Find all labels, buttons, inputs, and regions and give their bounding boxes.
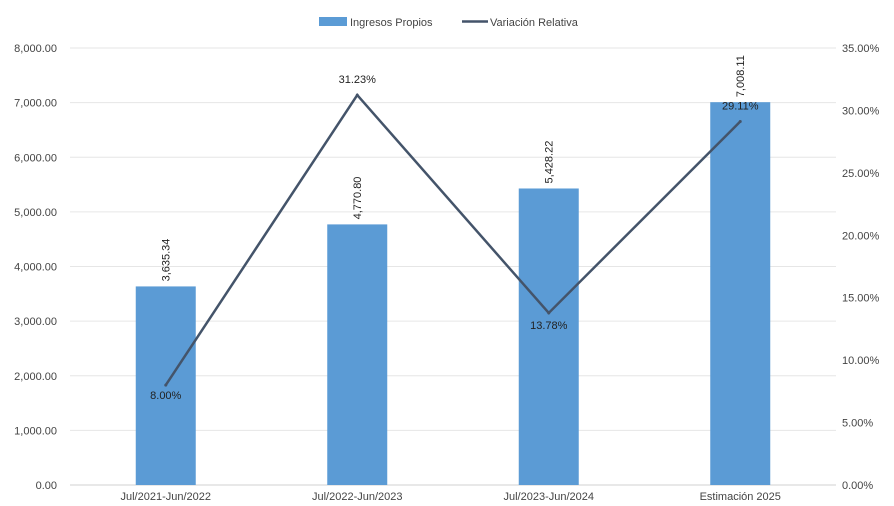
bar-value-label: 7,008.11 bbox=[735, 55, 747, 97]
legend: Ingresos Propios Variación Relativa bbox=[319, 17, 579, 29]
left-axis-tick-label: 6,000.00 bbox=[14, 152, 57, 164]
right-axis-ticks: 0.00% 5.00% 10.00% 15.00% 20.00% 25.00% 30.00%… bbox=[842, 43, 880, 492]
right-axis-tick-label: 10.00% bbox=[842, 355, 880, 367]
left-axis-tick-label: 3,000.00 bbox=[14, 316, 57, 328]
line-data-labels: 8.00% 31.23% 13.78% 29.11% bbox=[150, 74, 759, 402]
left-axis-tick-label: 0.00 bbox=[36, 480, 57, 492]
line-point bbox=[355, 93, 359, 97]
line-value-label: 29.11% bbox=[722, 101, 759, 113]
left-axis-tick-label: 4,000.00 bbox=[14, 262, 57, 274]
line-series bbox=[164, 93, 742, 387]
bar-value-label: 4,770.80 bbox=[352, 177, 364, 220]
line-value-label: 31.23% bbox=[339, 74, 377, 86]
x-axis-tick-label: Jul/2022-Jun/2023 bbox=[312, 491, 403, 503]
left-axis-tick-label: 5,000.00 bbox=[14, 207, 57, 219]
left-axis-tick-label: 8,000.00 bbox=[14, 43, 57, 55]
gridlines bbox=[70, 47, 836, 486]
left-axis-ticks: 0.00 1,000.00 2,000.00 3,000.00 4,000.00 5,00… bbox=[14, 43, 57, 492]
x-axis-tick-label: Jul/2021-Jun/2022 bbox=[120, 491, 211, 503]
right-axis-tick-label: 5.00% bbox=[842, 418, 873, 430]
x-axis-ticks: Jul/2021-Jun/2022 Jul/2022-Jun/2023 Jul/20… bbox=[120, 491, 780, 503]
bar bbox=[710, 102, 771, 485]
bar bbox=[327, 224, 388, 485]
right-axis-tick-label: 15.00% bbox=[842, 293, 880, 305]
right-axis-tick-label: 35.00% bbox=[842, 43, 880, 55]
left-axis-tick-label: 7,000.00 bbox=[14, 98, 57, 110]
bar bbox=[518, 188, 579, 485]
legend-label-line: Variación Relativa bbox=[490, 17, 579, 29]
bar-data-labels: 3,635.34 4,770.80 5,428.22 7,008.11 bbox=[161, 55, 748, 281]
x-axis-tick-label: Jul/2023-Jun/2024 bbox=[503, 491, 594, 503]
bar-value-label: 5,428.22 bbox=[544, 141, 556, 184]
right-axis-tick-label: 30.00% bbox=[842, 105, 880, 117]
right-axis-tick-label: 20.00% bbox=[842, 230, 880, 242]
legend-swatch-bar bbox=[319, 17, 347, 26]
left-axis-tick-label: 2,000.00 bbox=[14, 371, 57, 383]
x-axis-tick-label: Estimación 2025 bbox=[700, 491, 781, 503]
left-axis-tick-label: 1,000.00 bbox=[14, 425, 57, 437]
line-point bbox=[164, 383, 168, 387]
right-axis-tick-label: 25.00% bbox=[842, 168, 880, 180]
variation-line bbox=[164, 93, 742, 386]
line-point bbox=[738, 120, 742, 124]
line-value-label: 13.78% bbox=[530, 320, 568, 332]
bar-value-label: 3,635.34 bbox=[161, 239, 173, 282]
legend-label-bar: Ingresos Propios bbox=[350, 17, 433, 29]
bar-series bbox=[135, 102, 771, 485]
right-axis-tick-label: 0.00% bbox=[842, 480, 873, 492]
line-point bbox=[547, 311, 551, 315]
line-value-label: 8.00% bbox=[150, 390, 181, 402]
